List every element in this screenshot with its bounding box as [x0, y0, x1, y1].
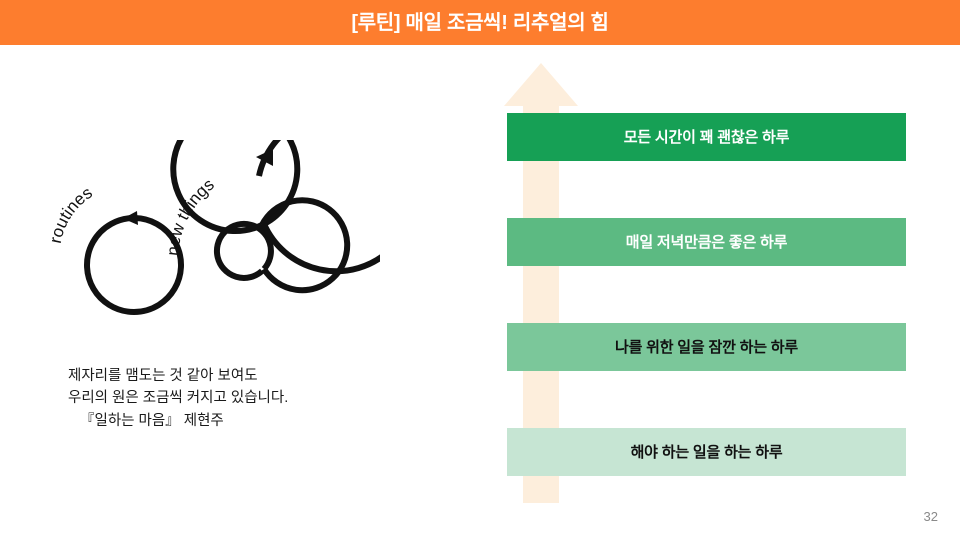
progression-bar-1[interactable]: 해야 하는 일을 하는 하루: [507, 428, 906, 476]
slide-header-band: [루틴] 매일 조금씩! 리추얼의 힘: [0, 0, 960, 45]
new-things-spiral-icon: [170, 140, 380, 294]
new-things-label: new things: [163, 175, 218, 257]
spiral-arrowhead-icon: [256, 149, 273, 166]
progression-bar-4[interactable]: 모든 시간이 꽤 괜찮은 하루: [507, 113, 906, 161]
progression-bar-3[interactable]: 매일 저녁만큼은 좋은 하루: [507, 218, 906, 266]
progression-stack: 모든 시간이 꽤 괜찮은 하루 매일 저녁만큼은 좋은 하루 나를 위한 일을 …: [495, 45, 925, 540]
caption-line-1: 제자리를 맴도는 것 같아 보여도: [68, 368, 258, 384]
caption-line-2: 우리의 원은 조금씩 커지고 있습니다.: [68, 390, 289, 407]
quote-caption: 제자리를 맴도는 것 같아 보여도 우리의 원은 조금씩 커지고 있습니다. 『…: [68, 365, 448, 432]
progression-bar-label: 나를 위한 일을 잠깐 하는 하루: [614, 338, 799, 356]
progression-bar-label: 모든 시간이 꽤 괜찮은 하루: [623, 128, 790, 146]
caption-source: 『일하는 마음』 제현주: [80, 412, 224, 429]
routines-circle-icon: [84, 211, 184, 315]
progression-bar-2[interactable]: 나를 위한 일을 잠깐 하는 하루: [507, 323, 906, 371]
routines-label: routines: [46, 183, 96, 245]
progression-bar-label: 매일 저녁만큼은 좋은 하루: [625, 233, 788, 251]
routines-vs-new-things-diagram: routines new things: [40, 140, 380, 345]
slide-body: routines new things 제자리를 맴도는 것 같아 보여도 우리…: [0, 45, 960, 540]
upward-growth-arrow: [504, 63, 578, 503]
progression-bar-label: 해야 하는 일을 하는 하루: [630, 443, 783, 461]
page-number: 32: [923, 509, 938, 524]
page-title: [루틴] 매일 조금씩! 리추얼의 힘: [351, 11, 609, 34]
